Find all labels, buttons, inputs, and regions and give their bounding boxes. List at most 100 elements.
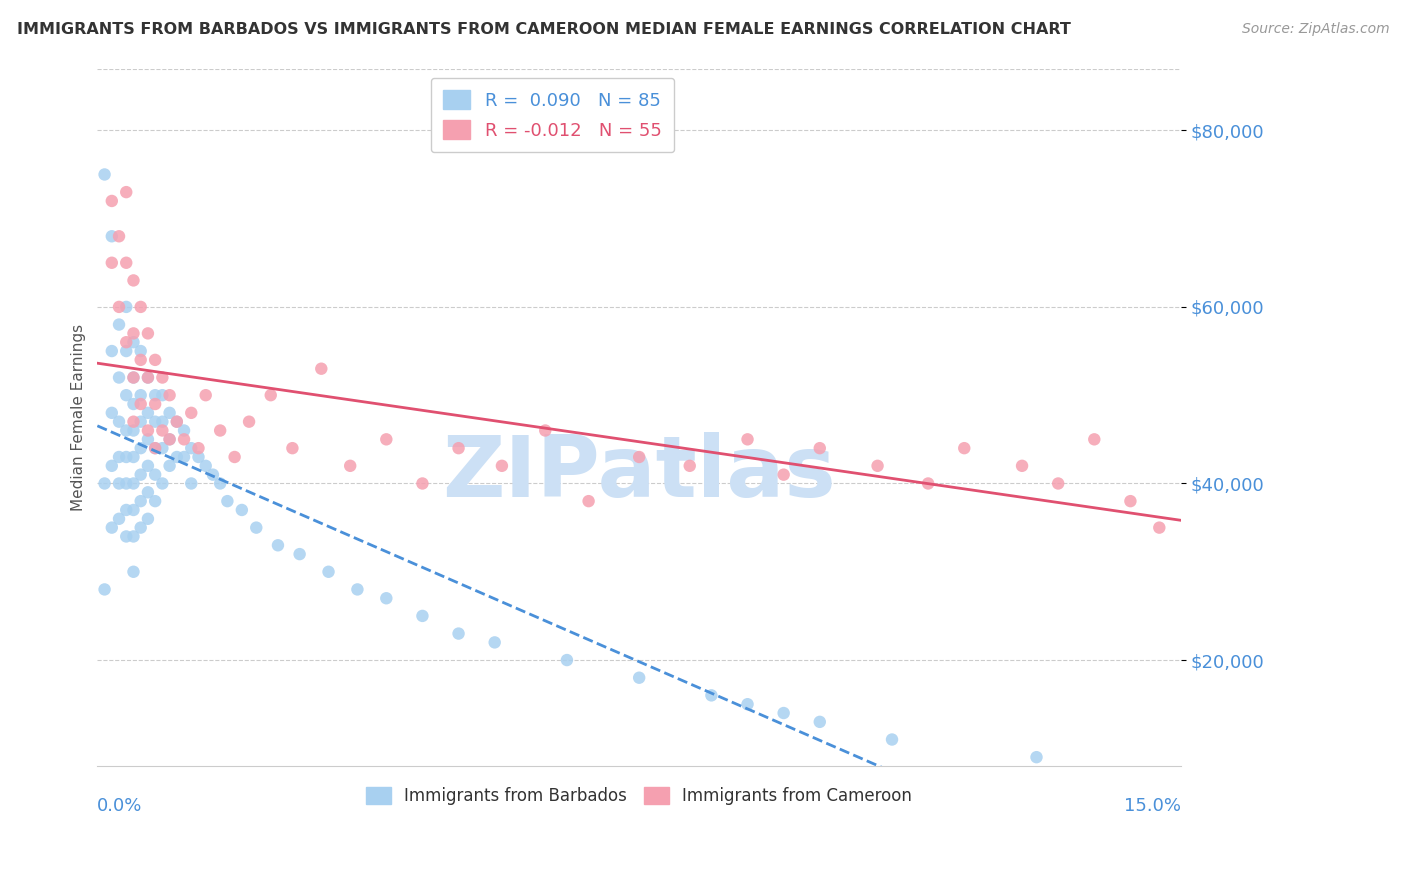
Point [136, 370, 159, 384]
Point [115, 529, 138, 543]
Point [772, 467, 794, 482]
Point [339, 458, 361, 473]
Point [150, 424, 173, 438]
Point [108, 476, 131, 491]
Point [101, 406, 124, 420]
Point [772, 706, 794, 720]
Point [122, 273, 145, 287]
Point [224, 450, 246, 464]
Point [122, 424, 145, 438]
Point [129, 494, 152, 508]
Point [108, 229, 131, 244]
Point [150, 370, 173, 384]
Point [737, 433, 759, 447]
Point [238, 415, 260, 429]
Point [122, 370, 145, 384]
Point [115, 450, 138, 464]
Point [491, 458, 513, 473]
Point [129, 344, 152, 359]
Point [880, 732, 903, 747]
Text: IMMIGRANTS FROM BARBADOS VS IMMIGRANTS FROM CAMEROON MEDIAN FEMALE EARNINGS CORR: IMMIGRANTS FROM BARBADOS VS IMMIGRANTS F… [17, 22, 1071, 37]
Point [101, 458, 124, 473]
Point [679, 458, 702, 473]
Text: Source: ZipAtlas.com: Source: ZipAtlas.com [1241, 22, 1389, 37]
Text: 0.0%: 0.0% [97, 797, 143, 814]
Point [129, 300, 152, 314]
Point [115, 300, 138, 314]
Point [143, 494, 166, 508]
Point [159, 458, 181, 473]
Point [166, 415, 188, 429]
Point [93, 476, 115, 491]
Point [136, 370, 159, 384]
Point [953, 441, 976, 455]
Point [1119, 494, 1142, 508]
Text: 15.0%: 15.0% [1123, 797, 1181, 814]
Point [166, 450, 188, 464]
Point [115, 185, 138, 199]
Point [166, 415, 188, 429]
Point [143, 415, 166, 429]
Point [108, 415, 131, 429]
Point [808, 714, 831, 729]
Point [267, 538, 290, 552]
Point [187, 441, 209, 455]
Point [700, 689, 723, 703]
Point [122, 450, 145, 464]
Point [1047, 476, 1070, 491]
Point [187, 450, 209, 464]
Point [159, 388, 181, 402]
Point [108, 512, 131, 526]
Point [93, 168, 115, 182]
Point [159, 433, 181, 447]
Point [129, 441, 152, 455]
Point [122, 370, 145, 384]
Point [534, 424, 557, 438]
Point [173, 424, 195, 438]
Point [737, 697, 759, 711]
Point [136, 458, 159, 473]
Point [150, 441, 173, 455]
Point [375, 433, 398, 447]
Point [194, 388, 217, 402]
Point [209, 424, 232, 438]
Point [122, 529, 145, 543]
Point [129, 397, 152, 411]
Point [93, 582, 115, 597]
Point [628, 671, 651, 685]
Point [115, 388, 138, 402]
Point [115, 424, 138, 438]
Point [1149, 521, 1171, 535]
Point [129, 388, 152, 402]
Point [143, 441, 166, 455]
Point [173, 433, 195, 447]
Point [143, 388, 166, 402]
Point [866, 458, 889, 473]
Point [209, 476, 232, 491]
Point [108, 300, 131, 314]
Point [1011, 458, 1033, 473]
Point [555, 653, 578, 667]
Text: ZIPatlas: ZIPatlas [443, 432, 837, 515]
Point [808, 441, 831, 455]
Point [129, 352, 152, 367]
Point [129, 521, 152, 535]
Point [115, 335, 138, 350]
Point [411, 608, 433, 623]
Point [150, 415, 173, 429]
Point [281, 441, 304, 455]
Point [447, 626, 470, 640]
Point [318, 565, 340, 579]
Point [136, 326, 159, 341]
Point [1025, 750, 1047, 764]
Point [115, 256, 138, 270]
Point [375, 591, 398, 606]
Point [288, 547, 311, 561]
Point [1083, 433, 1105, 447]
Point [150, 476, 173, 491]
Point [217, 494, 239, 508]
Point [917, 476, 939, 491]
Point [136, 406, 159, 420]
Point [129, 415, 152, 429]
Point [159, 406, 181, 420]
